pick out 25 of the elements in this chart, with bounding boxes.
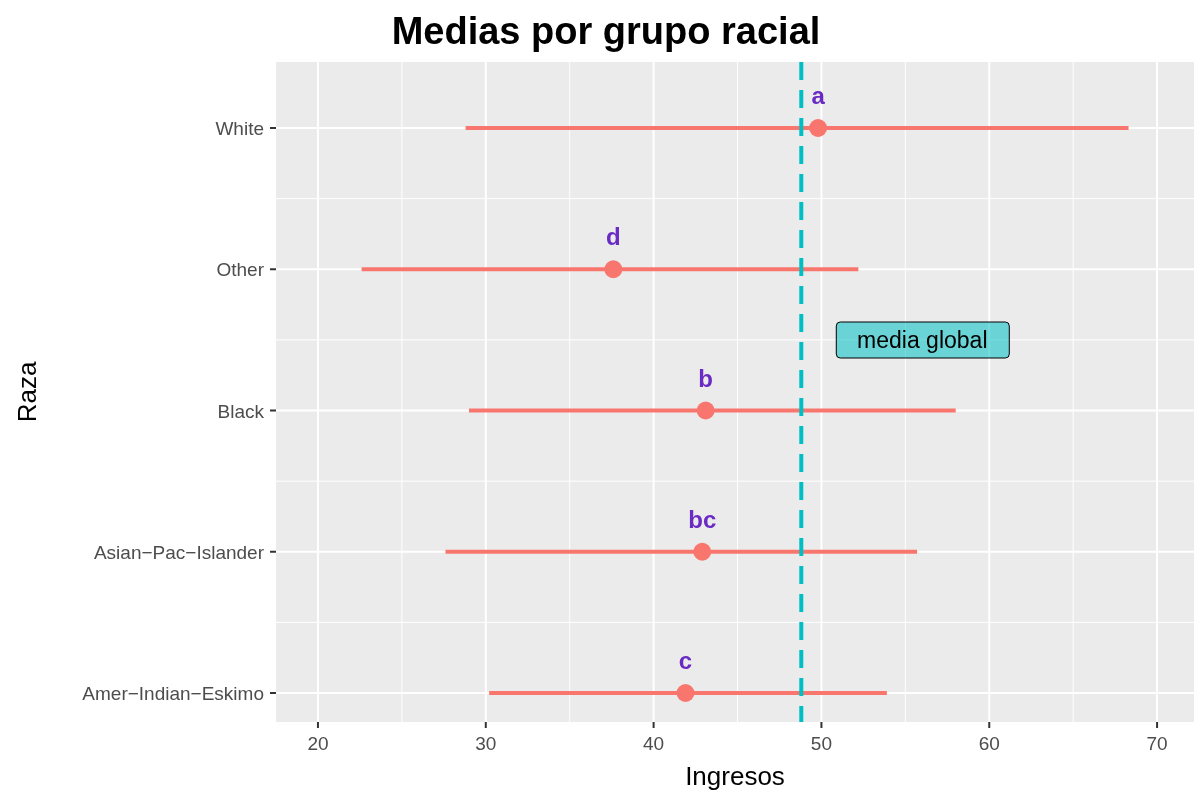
x-tick-label: 70 [1146,733,1168,754]
point [696,401,715,420]
y-tick-label: Black [217,400,265,422]
chart-title: Medias por grupo racial [391,10,821,52]
point [676,684,695,702]
x-axis-title: Ingresos [685,761,785,791]
y-tick-label: Amer−Indian−Eskimo [82,683,264,704]
x-tick-label: 30 [475,733,497,754]
data-label: a [811,82,826,109]
y-axis-title: Raza [12,361,42,423]
x-tick-label: 50 [810,733,832,754]
data-label: d [605,223,621,251]
x-tick-label: 60 [978,733,1000,754]
data-label: b [698,364,713,392]
data-label: c [678,647,693,674]
y-tick-label: Asian−Pac−Islander [93,541,265,563]
point [604,260,623,279]
x-tick-label: 20 [307,733,329,754]
y-tick-label: White [215,118,264,139]
point [693,542,712,561]
ref-line-label: media global [857,327,988,353]
point [809,119,828,137]
data-label: bc [688,505,717,533]
y-tick-label: Other [216,259,265,281]
x-tick-label: 40 [643,733,665,754]
